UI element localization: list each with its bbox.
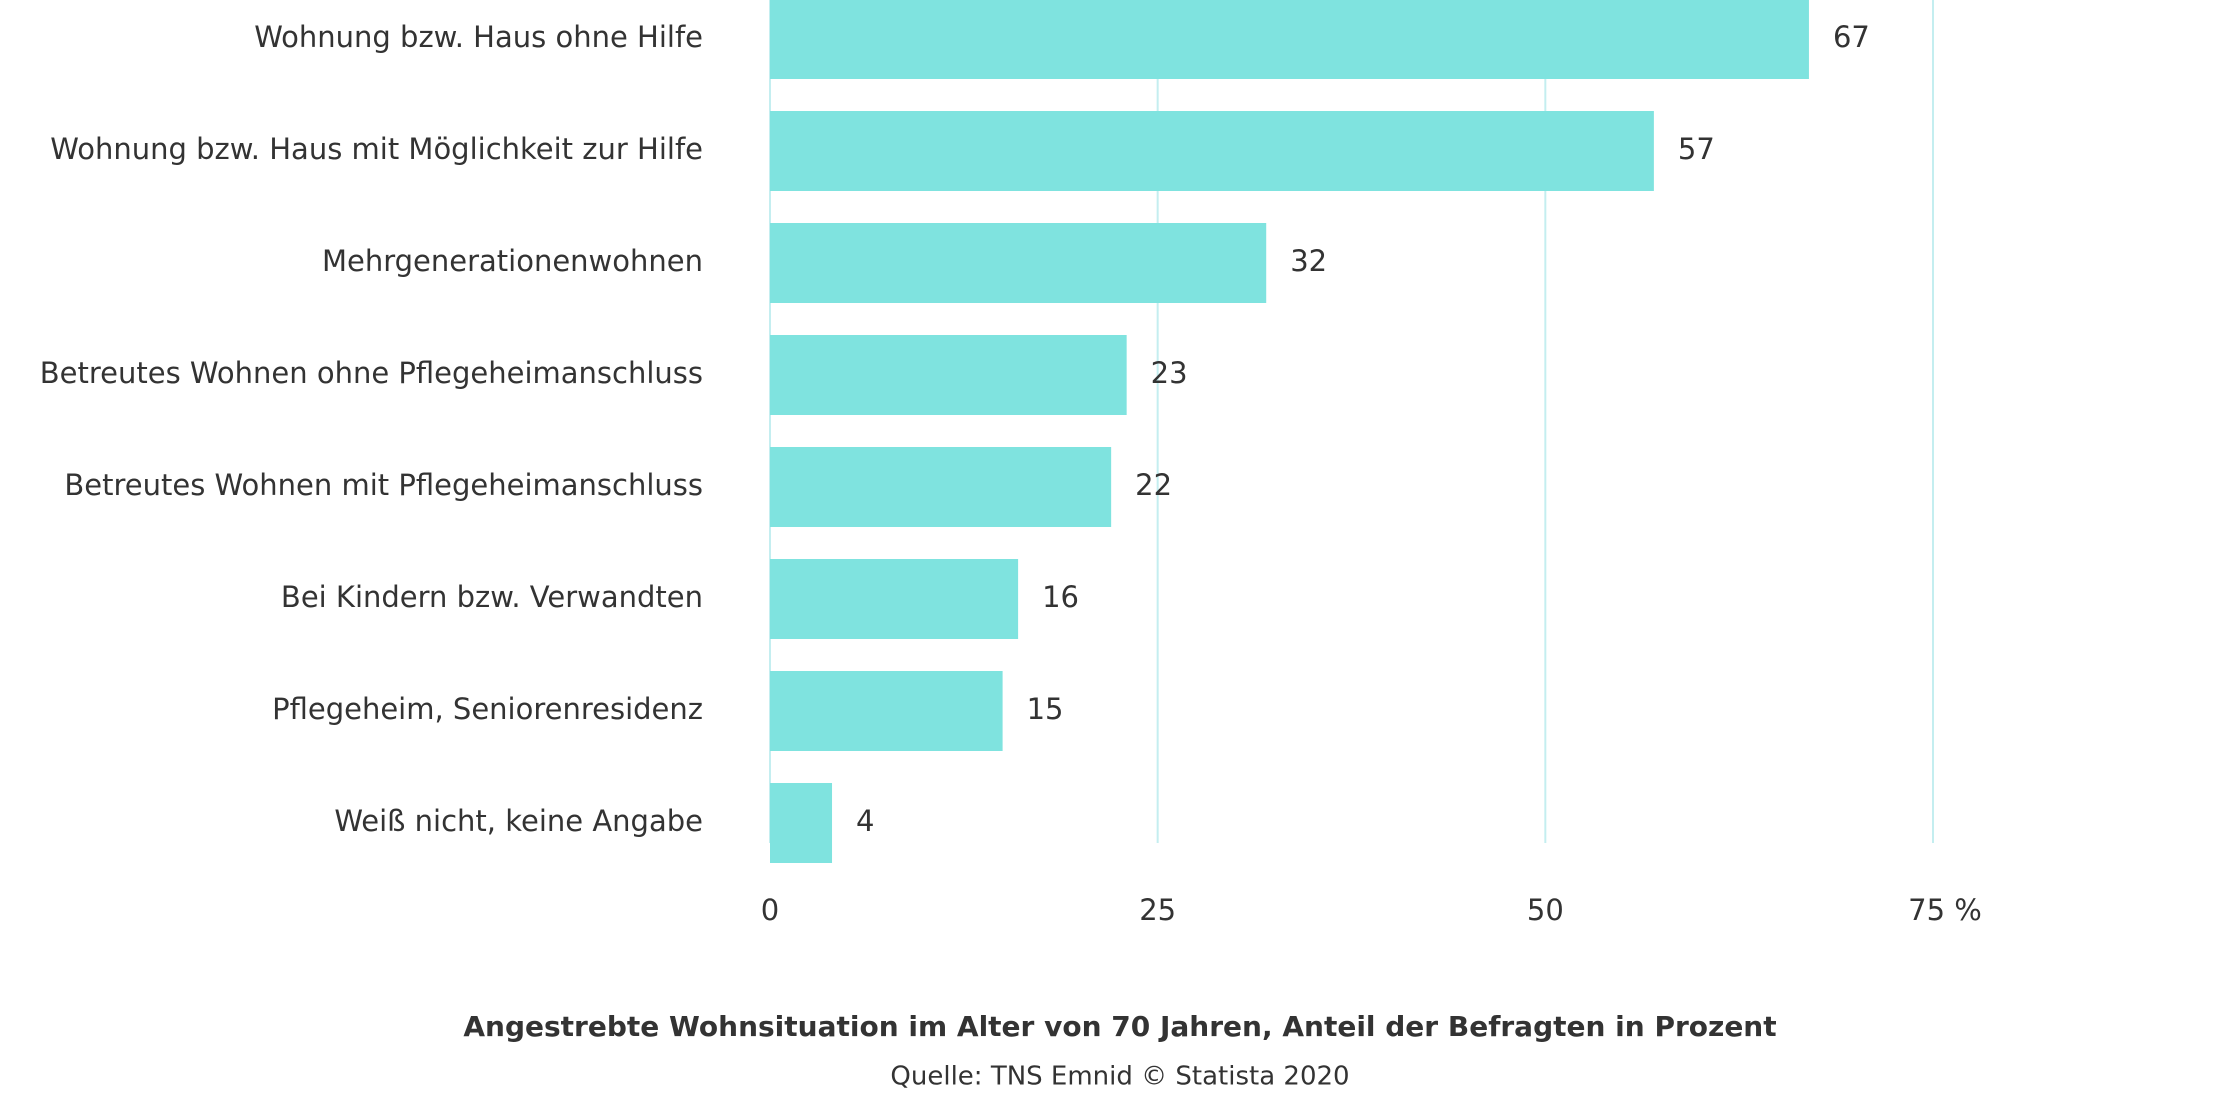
bar: [770, 111, 1654, 191]
y-tick-label: Wohnung bzw. Haus mit Möglichkeit zur Hi…: [50, 132, 703, 166]
value-label: 23: [1151, 356, 1188, 390]
source: Quelle: TNS Emnid © Statista 2020: [890, 1062, 1349, 1092]
x-tick-label: 0: [761, 893, 779, 927]
y-tick-label: Betreutes Wohnen ohne Pflegeheimanschlus…: [40, 356, 703, 390]
value-label: 57: [1678, 132, 1715, 166]
bar: [770, 559, 1019, 639]
y-tick-label: Wohnung bzw. Haus ohne Hilfe: [254, 20, 703, 54]
chart-title: Angestrebte Wohnsituation im Alter von 7…: [463, 1010, 1776, 1043]
bar: [770, 335, 1127, 415]
y-tick-label: Bei Kindern bzw. Verwandten: [281, 580, 703, 614]
y-tick-label: Weiß nicht, keine Angabe: [334, 804, 703, 838]
value-label: 15: [1027, 692, 1064, 726]
y-tick-label: Pflegeheim, Seniorenresidenz: [272, 692, 703, 726]
x-tick-label: 75 %: [1908, 893, 1982, 927]
bar: [770, 447, 1112, 527]
value-label: 67: [1833, 20, 1870, 54]
x-tick-label: 50: [1527, 893, 1564, 927]
bar: [770, 671, 1003, 751]
y-tick-label: Mehrgenerationenwohnen: [322, 244, 703, 278]
bar: [770, 783, 833, 863]
value-label: 16: [1042, 580, 1079, 614]
bar: [770, 223, 1267, 303]
bar: [770, 0, 1809, 79]
value-label: 22: [1135, 468, 1172, 502]
value-label: 4: [856, 804, 874, 838]
x-tick-label: 25: [1139, 893, 1176, 927]
value-label: 32: [1290, 244, 1327, 278]
y-tick-label: Betreutes Wohnen mit Pflegeheimanschluss: [64, 468, 703, 502]
